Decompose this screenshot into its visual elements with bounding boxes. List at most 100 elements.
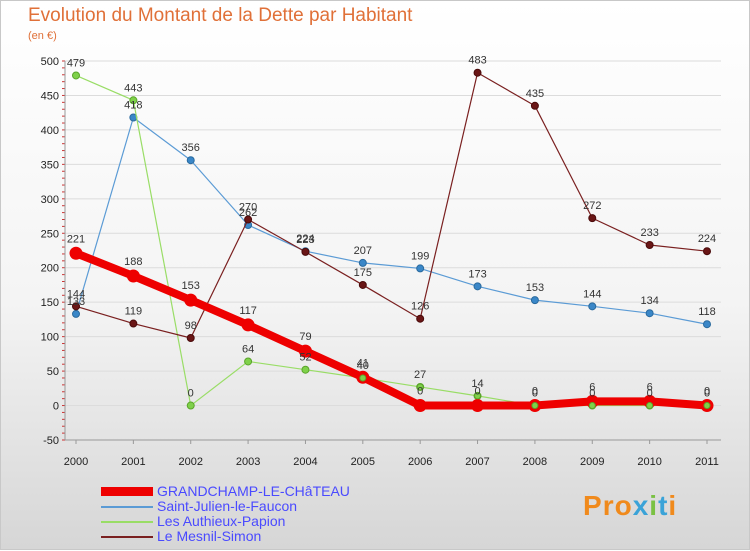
data-point [588, 402, 596, 410]
data-point [184, 293, 198, 307]
data-label: 153 [182, 280, 200, 292]
logo-letter: P [583, 490, 603, 521]
data-label: 0 [589, 388, 595, 400]
data-point [358, 280, 367, 289]
data-label: 356 [182, 142, 200, 154]
data-point [129, 319, 138, 328]
data-point [301, 365, 310, 374]
legend-item-saint-julien: Saint-Julien-le-Faucon [101, 498, 421, 514]
data-point [69, 246, 83, 260]
legend-swatch [101, 521, 153, 523]
x-tick-label: 2007 [465, 456, 489, 468]
y-tick-label: 200 [41, 263, 59, 275]
data-label: 188 [124, 256, 142, 268]
data-point [703, 402, 711, 410]
data-point [301, 247, 310, 256]
data-label: 40 [357, 360, 369, 372]
data-point [186, 334, 195, 343]
data-label: 144 [67, 288, 85, 300]
data-label: 224 [698, 233, 716, 245]
data-point [359, 374, 367, 382]
data-label: 0 [188, 388, 194, 400]
data-label: 64 [242, 343, 254, 355]
data-label: 98 [185, 320, 197, 332]
data-point [416, 383, 424, 391]
legend-swatch [101, 506, 153, 508]
legend-label: Les Authieux-Papion [157, 513, 286, 529]
data-point [72, 309, 80, 318]
data-label: 435 [526, 88, 544, 100]
data-label: 134 [640, 295, 658, 307]
legend-swatch [101, 536, 153, 538]
data-label: 223 [296, 234, 314, 246]
x-tick-label: 2008 [523, 456, 547, 468]
y-tick-label: 300 [41, 194, 59, 206]
data-point [186, 156, 195, 165]
logo-letter: x [632, 490, 650, 521]
y-tick-label: 400 [41, 125, 59, 137]
logo-letter: i [649, 490, 659, 521]
data-point [129, 96, 138, 105]
data-label: 144 [583, 288, 601, 300]
proxiti-logo: Proxiti [583, 490, 677, 522]
y-tick-label: 450 [41, 90, 59, 102]
data-label: 443 [124, 82, 142, 94]
data-point [703, 320, 711, 329]
legend-label: Le Mesnil-Simon [157, 528, 262, 544]
data-point [530, 296, 539, 305]
data-label: 173 [468, 268, 486, 280]
data-label: 207 [354, 245, 372, 257]
legend-label: Saint-Julien-le-Faucon [157, 498, 298, 514]
data-point [244, 357, 253, 366]
y-tick-label: 350 [41, 159, 59, 171]
y-tick-label: -50 [43, 435, 59, 447]
data-point [645, 309, 654, 318]
legend-item-mesnil: Le Mesnil-Simon [101, 528, 421, 544]
data-point [588, 302, 597, 311]
x-tick-label: 2010 [637, 456, 661, 468]
data-label: 27 [414, 369, 426, 381]
data-point [126, 269, 140, 283]
series-line [75, 74, 707, 407]
data-label: 6 [647, 381, 653, 393]
data-label: 0 [647, 388, 653, 400]
data-point [473, 282, 482, 291]
data-label: 133 [67, 296, 85, 308]
data-point [474, 392, 482, 400]
x-tick-label: 2000 [64, 456, 88, 468]
logo-letter: o [614, 490, 633, 521]
data-label: 119 [125, 306, 143, 318]
data-point [473, 68, 482, 77]
logo-letter: r [602, 490, 615, 521]
data-label: 224 [296, 233, 314, 245]
series-line [74, 249, 708, 410]
x-tick-label: 2011 [695, 456, 719, 468]
x-tick-label: 2003 [236, 456, 260, 468]
x-tick-label: 2005 [351, 456, 375, 468]
legend: GRANDCHAMP-LE-CHâTEAU Saint-Julien-le-Fa… [101, 483, 421, 544]
x-tick-label: 2002 [178, 456, 202, 468]
data-label: 0 [704, 388, 710, 400]
data-label: 483 [468, 55, 486, 67]
data-label: 0 [474, 386, 480, 398]
y-tick-label: 150 [41, 297, 59, 309]
data-label: 270 [239, 201, 257, 213]
legend-item-authieux: Les Authieux-Papion [101, 513, 421, 529]
data-point [531, 402, 539, 410]
data-label: 79 [299, 331, 311, 343]
y-tick-label: 500 [41, 56, 59, 68]
data-point [72, 71, 80, 80]
data-point [358, 258, 367, 267]
data-point [186, 401, 195, 410]
data-label: 153 [526, 282, 544, 294]
data-label: 175 [354, 267, 372, 279]
data-label: 126 [411, 301, 429, 313]
data-point [298, 344, 312, 358]
data-point [72, 302, 80, 311]
chart-unit-label: (en €) [28, 30, 57, 42]
data-point [646, 402, 654, 410]
data-point [645, 240, 654, 249]
x-tick-label: 2001 [121, 456, 145, 468]
